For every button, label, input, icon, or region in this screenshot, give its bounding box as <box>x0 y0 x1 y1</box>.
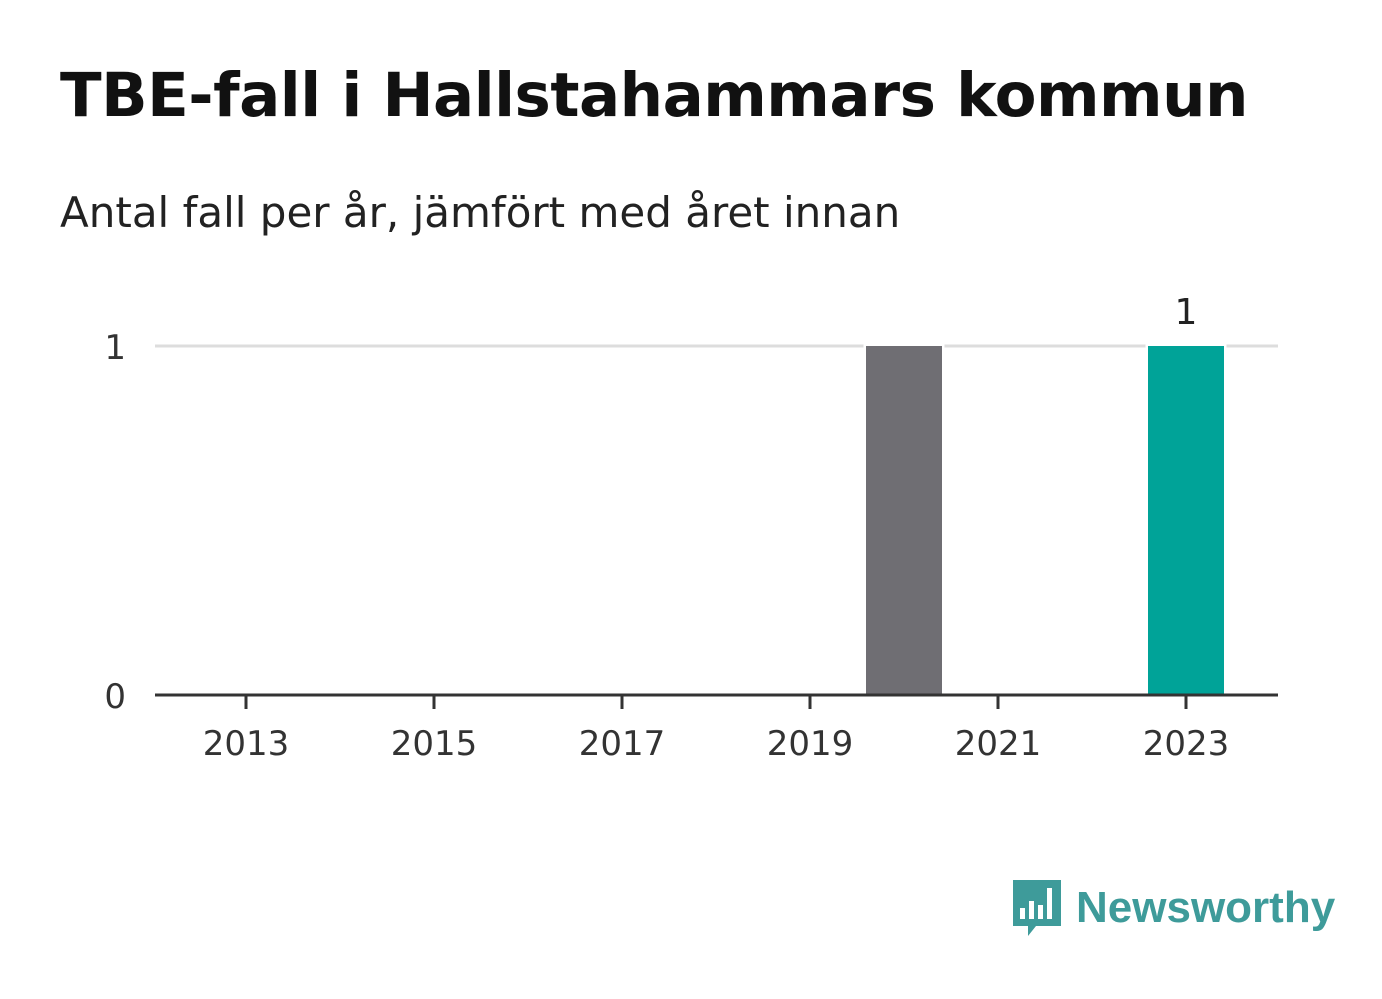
y-tick-label: 1 <box>104 328 126 368</box>
bar-2023 <box>1145 343 1227 698</box>
x-tick-label: 2013 <box>203 724 290 764</box>
data-label: 1 <box>1175 292 1198 333</box>
newsworthy-bars-icon <box>1013 880 1061 936</box>
bar-2020 <box>863 343 945 698</box>
brand-name: Newsworthy <box>1076 883 1336 932</box>
x-tick-label: 2017 <box>579 724 666 764</box>
x-tick-label: 2021 <box>955 724 1042 764</box>
chart-title: TBE-fall i Hallstahammars kommun <box>60 60 1248 131</box>
x-tick-label: 2015 <box>391 724 478 764</box>
x-tick-label: 2023 <box>1143 724 1230 764</box>
chart-subtitle: Antal fall per år, jämfört med året inna… <box>60 188 901 237</box>
newsworthy-logo: Newsworthy <box>1010 876 1335 940</box>
y-tick-label: 0 <box>104 677 126 717</box>
x-tick-label: 2019 <box>767 724 854 764</box>
